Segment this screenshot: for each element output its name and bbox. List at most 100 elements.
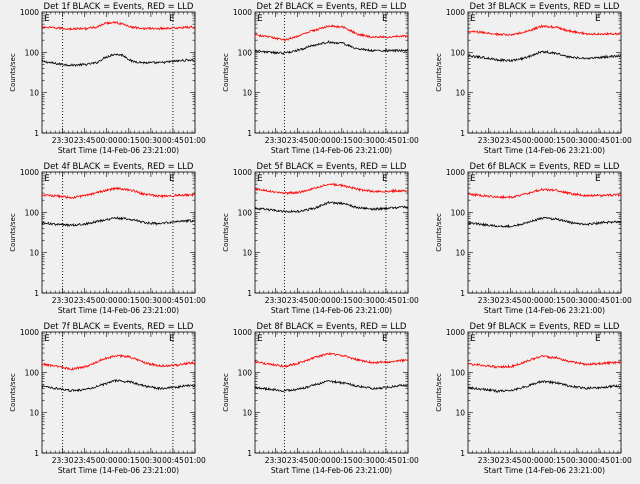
y-axis-label: Counts/sec bbox=[435, 213, 443, 252]
y-axis-label: Counts/sec bbox=[222, 213, 230, 252]
panel-title: Det 8f BLACK = Events, RED = LLD bbox=[257, 322, 407, 332]
y-tick-label: 1000 bbox=[446, 8, 465, 17]
x-tick-label: 23:45 bbox=[74, 456, 96, 465]
corner-marker-left: E bbox=[257, 14, 263, 24]
panel-title: Det 2f BLACK = Events, RED = LLD bbox=[257, 2, 407, 12]
plot-frame bbox=[41, 331, 196, 454]
x-tick-label: 00:45 bbox=[375, 296, 397, 305]
panel-det-1: Det 1f BLACK = Events, RED = LLD 1 10 100 10… bbox=[9, 2, 206, 155]
x-tick-label: 01:00 bbox=[184, 136, 206, 145]
x-axis-label: Start Time (14-Feb-06 23:21:00) bbox=[484, 146, 605, 155]
y-axis-label: Counts/sec bbox=[9, 53, 17, 92]
corner-marker-right: E bbox=[595, 14, 601, 24]
series-events-line bbox=[41, 216, 196, 228]
y-tick-label: 1000 bbox=[233, 328, 252, 337]
x-tick-label: 23:30 bbox=[52, 456, 74, 465]
panel-det-6: Det 6f BLACK = Events, RED = LLD 1 10 100 10… bbox=[435, 162, 632, 315]
y-axis-label: Counts/sec bbox=[435, 53, 443, 92]
y-tick-label: 100 bbox=[238, 48, 253, 57]
y-tick-label: 10 bbox=[29, 89, 39, 98]
y-tick-label: 100 bbox=[25, 368, 40, 377]
x-axis-label: Start Time (14-Feb-06 23:21:00) bbox=[271, 146, 392, 155]
x-tick-label: 23:45 bbox=[287, 456, 309, 465]
x-tick-label: 00:15 bbox=[544, 136, 566, 145]
plot-frame bbox=[467, 171, 622, 294]
series-events-line bbox=[254, 201, 409, 214]
x-axis-label: Start Time (14-Feb-06 23:21:00) bbox=[271, 466, 392, 475]
y-tick-label: 1000 bbox=[20, 8, 39, 17]
y-tick-label: 10 bbox=[455, 409, 465, 418]
x-tick-label: 00:15 bbox=[544, 296, 566, 305]
x-axis-label: Start Time (14-Feb-06 23:21:00) bbox=[271, 306, 392, 315]
x-tick-label: 00:30 bbox=[353, 136, 375, 145]
y-tick-label: 10 bbox=[455, 89, 465, 98]
corner-marker-right: E bbox=[382, 334, 388, 344]
x-tick-label: 00:30 bbox=[353, 296, 375, 305]
x-tick-label: 23:45 bbox=[287, 136, 309, 145]
x-axis-label: Start Time (14-Feb-06 23:21:00) bbox=[58, 466, 179, 475]
y-tick-label: 1 bbox=[34, 289, 39, 298]
x-tick-label: 01:00 bbox=[610, 296, 632, 305]
y-tick-label: 1000 bbox=[446, 168, 465, 177]
panel-det-8: Det 8f BLACK = Events, RED = LLD 1 10 100 10… bbox=[222, 322, 419, 475]
x-tick-label: 23:45 bbox=[500, 456, 522, 465]
x-tick-label: 00:15 bbox=[118, 136, 140, 145]
x-tick-label: 00:45 bbox=[375, 136, 397, 145]
y-tick-label: 1 bbox=[34, 449, 39, 458]
x-tick-label: 00:00 bbox=[309, 136, 331, 145]
plot-frame bbox=[467, 11, 622, 134]
corner-marker-left: E bbox=[44, 174, 50, 184]
y-tick-label: 1 bbox=[247, 449, 252, 458]
y-tick-label: 1 bbox=[460, 449, 465, 458]
y-axis-label: Counts/sec bbox=[9, 373, 17, 412]
series-events-line bbox=[254, 379, 409, 393]
x-tick-label: 00:00 bbox=[522, 136, 544, 145]
y-tick-label: 1 bbox=[34, 129, 39, 138]
y-tick-label: 10 bbox=[242, 89, 252, 98]
panel-det-9: Det 9f BLACK = Events, RED = LLD 1 10 100 10… bbox=[435, 322, 632, 475]
plot-frame bbox=[254, 171, 409, 294]
plot-frame bbox=[41, 171, 196, 294]
x-tick-label: 00:00 bbox=[522, 456, 544, 465]
x-tick-label: 00:45 bbox=[375, 456, 397, 465]
panel-title: Det 3f BLACK = Events, RED = LLD bbox=[470, 2, 620, 12]
x-tick-label: 00:15 bbox=[544, 456, 566, 465]
y-tick-label: 100 bbox=[238, 208, 253, 217]
x-tick-label: 00:45 bbox=[162, 136, 184, 145]
y-tick-label: 1 bbox=[247, 129, 252, 138]
y-tick-label: 10 bbox=[242, 249, 252, 258]
series-lld-line bbox=[467, 24, 622, 37]
y-tick-label: 1000 bbox=[20, 328, 39, 337]
series-lld-line bbox=[254, 182, 409, 196]
series-lld-line bbox=[41, 186, 195, 199]
y-tick-label: 10 bbox=[242, 409, 252, 418]
corner-marker-right: E bbox=[595, 334, 601, 344]
series-events-line bbox=[468, 49, 622, 63]
x-tick-label: 01:00 bbox=[184, 296, 206, 305]
x-tick-label: 00:30 bbox=[140, 296, 162, 305]
y-tick-label: 1000 bbox=[233, 8, 252, 17]
plot-frame bbox=[467, 331, 622, 454]
corner-marker-left: E bbox=[470, 174, 476, 184]
x-tick-label: 00:45 bbox=[588, 136, 610, 145]
x-axis-label: Start Time (14-Feb-06 23:21:00) bbox=[58, 146, 179, 155]
x-tick-label: 23:30 bbox=[52, 296, 74, 305]
corner-marker-left: E bbox=[44, 334, 50, 344]
x-tick-label: 00:30 bbox=[566, 296, 588, 305]
x-tick-label: 00:15 bbox=[118, 456, 140, 465]
x-tick-label: 00:15 bbox=[118, 296, 140, 305]
y-tick-label: 100 bbox=[451, 368, 466, 377]
corner-marker-left: E bbox=[257, 174, 263, 184]
x-tick-label: 00:00 bbox=[309, 456, 331, 465]
y-tick-label: 100 bbox=[238, 368, 253, 377]
panel-det-7: Det 7f BLACK = Events, RED = LLD 1 10 100 10… bbox=[9, 322, 206, 475]
panel-title: Det 9f BLACK = Events, RED = LLD bbox=[470, 322, 620, 332]
panel-title: Det 7f BLACK = Events, RED = LLD bbox=[44, 322, 194, 332]
x-tick-label: 00:30 bbox=[140, 136, 162, 145]
panel-title: Det 6f BLACK = Events, RED = LLD bbox=[470, 162, 620, 172]
y-tick-label: 100 bbox=[451, 48, 466, 57]
y-axis-label: Counts/sec bbox=[222, 53, 230, 92]
x-tick-label: 00:00 bbox=[309, 296, 331, 305]
x-tick-label: 00:30 bbox=[566, 456, 588, 465]
series-lld-line bbox=[254, 352, 409, 368]
